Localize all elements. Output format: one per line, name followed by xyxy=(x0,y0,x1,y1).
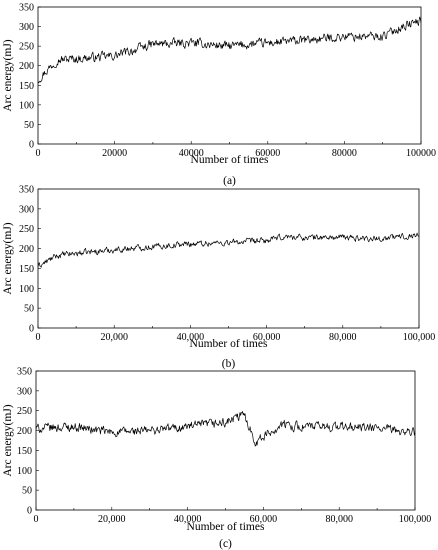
y-axis-title: Arc energy(mJ) xyxy=(2,39,14,111)
y-tick-label: 250 xyxy=(17,406,32,417)
y-tick-label: 50 xyxy=(24,304,34,315)
y-axis-title: Arc energy(mJ) xyxy=(2,222,14,294)
x-tick-label: 80,000 xyxy=(329,332,357,343)
y-tick-label: 100 xyxy=(19,284,34,295)
x-tick-label: 40,000 xyxy=(177,332,205,343)
y-tick-label: 300 xyxy=(19,22,34,33)
y-tick-label: 250 xyxy=(19,42,34,53)
x-tick-label: 60,000 xyxy=(250,514,278,525)
y-tick-label: 0 xyxy=(29,140,34,151)
x-tick-label: 80000 xyxy=(332,148,357,159)
x-tick-label: 20000 xyxy=(102,148,127,159)
x-axis-title: Number of times xyxy=(187,521,265,533)
y-tick-label: 50 xyxy=(22,486,32,497)
panel-caption: (b) xyxy=(222,358,236,370)
x-tick-label: 100,000 xyxy=(403,332,436,343)
x-tick-label: 60000 xyxy=(255,148,280,159)
plot-frame xyxy=(35,370,416,511)
y-tick-label: 0 xyxy=(27,506,32,517)
x-tick-label: 100000 xyxy=(406,148,436,159)
y-axis-title: Arc energy(mJ) xyxy=(2,404,14,476)
panel-caption: (a) xyxy=(223,175,236,187)
y-tick-label: 250 xyxy=(19,224,34,235)
x-axis-title: Number of times xyxy=(191,154,269,166)
panel-caption: (c) xyxy=(219,538,232,550)
x-axis-title: Number of times xyxy=(190,338,268,350)
arc-energy-series xyxy=(35,411,416,447)
x-tick-label: 60,000 xyxy=(253,332,281,343)
plot-frame xyxy=(37,6,422,145)
x-tick-label: 0 xyxy=(36,148,41,159)
y-tick-label: 150 xyxy=(17,446,32,457)
x-tick-label: 40,000 xyxy=(174,514,202,525)
y-tick-label: 200 xyxy=(19,61,34,72)
arc-energy-series xyxy=(37,232,420,268)
plot-frame xyxy=(37,188,420,329)
y-tick-label: 200 xyxy=(19,244,34,255)
x-tick-label: 20,000 xyxy=(98,514,126,525)
chart-panel-2: 0 50 100 150 200 250 300 350 0 20,000 40,000 60,000… xyxy=(2,185,435,371)
y-tick-label: 150 xyxy=(19,81,34,92)
y-tick-label: 100 xyxy=(19,100,34,111)
y-tick-label: 200 xyxy=(17,426,32,437)
y-tick-label: 300 xyxy=(19,204,34,215)
x-tick-label: 0 xyxy=(36,332,41,343)
y-tick-label: 300 xyxy=(17,386,32,397)
y-tick-label: 350 xyxy=(19,3,34,14)
x-tick-label: 100,000 xyxy=(399,514,432,525)
chart-panel-3: 0 50 100 150 200 250 300 350 0 20,000 40,000 60,000… xyxy=(2,367,431,550)
x-tick-label: 0 xyxy=(34,514,39,525)
y-tick-label: 0 xyxy=(29,324,34,335)
y-tick-label: 350 xyxy=(17,367,32,378)
x-tick-label: 20,000 xyxy=(100,332,128,343)
y-tick-label: 150 xyxy=(19,264,34,275)
y-tick-label: 50 xyxy=(24,120,34,131)
x-tick-label: 40000 xyxy=(179,148,204,159)
chart-panel-1: 0 50 100 150 200 250 300 350 0 20000 40000 60000 800… xyxy=(2,3,436,188)
y-tick-label: 350 xyxy=(19,185,34,196)
x-tick-label: 80,000 xyxy=(325,514,353,525)
y-tick-label: 100 xyxy=(17,466,32,477)
arc-energy-series xyxy=(37,16,422,84)
